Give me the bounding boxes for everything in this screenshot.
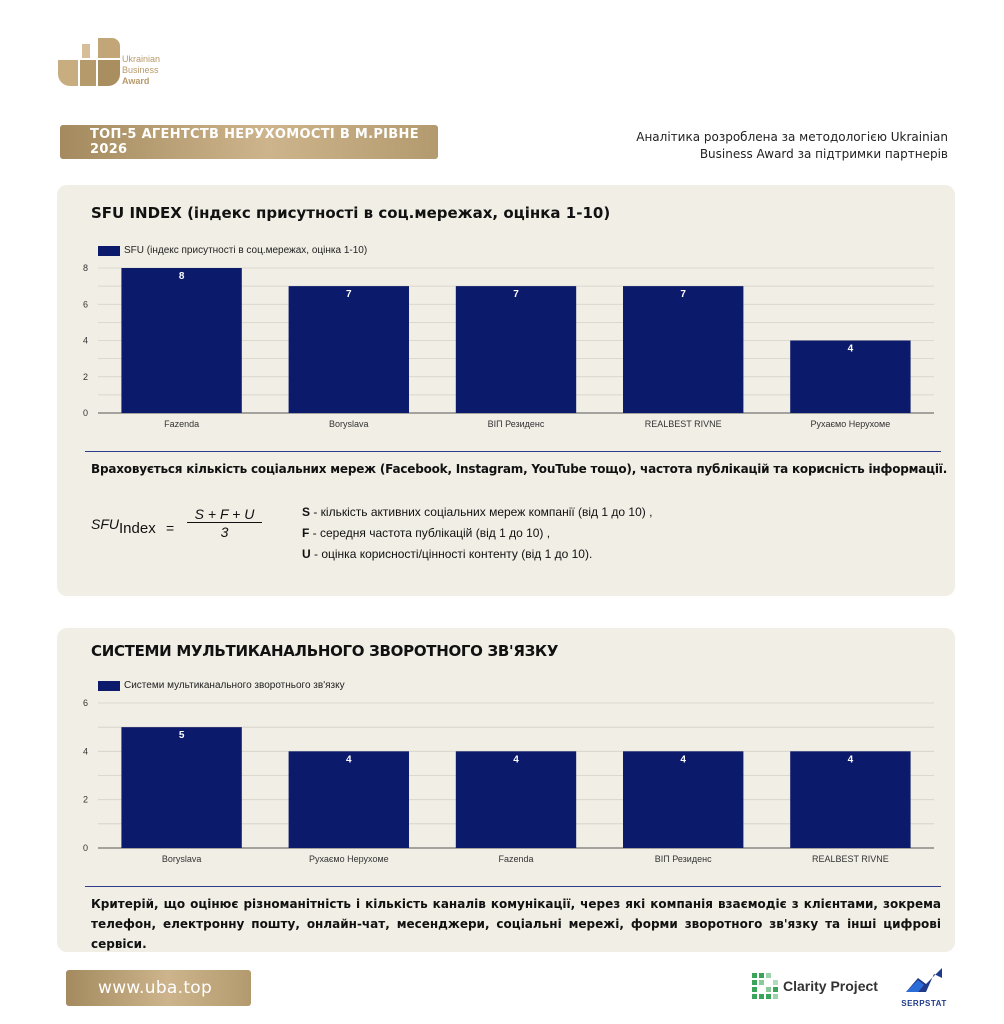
- var-u: U - оцінка корисності/цінності контенту …: [302, 544, 652, 565]
- y-tick-label: 2: [83, 795, 88, 805]
- formula-subscript: Index: [119, 520, 156, 537]
- sfu-chart-legend: SFU (індекс присутності в соц.мережах, о…: [98, 245, 367, 256]
- bar: [288, 286, 409, 413]
- x-tick-label: Рухаємо Нерухоме: [309, 854, 389, 864]
- bar: [121, 727, 242, 848]
- var-text: - кількість активних соціальних мереж ко…: [310, 505, 653, 519]
- feedback-chart-title: СИСТЕМИ МУЛЬТИКАНАЛЬНОГО ЗВОРОТНОГО ЗВ'Я…: [91, 642, 559, 660]
- sfu-description: Враховується кількість соціальних мереж …: [91, 462, 948, 476]
- partner-clarity-project: Clarity Project: [752, 973, 878, 999]
- formula-lhs: SFUIndex: [91, 516, 156, 537]
- y-tick-label: 6: [83, 299, 88, 309]
- bar: [455, 286, 577, 413]
- partner-serpstat: SERPSTAT: [898, 966, 950, 1008]
- bar-data-label: 7: [346, 289, 352, 300]
- formula-equals: =: [166, 520, 175, 536]
- sfu-index-card: SFU INDEX (індекс присутності в соц.мере…: [57, 185, 955, 596]
- x-tick-label: Fazenda: [164, 419, 199, 429]
- sfu-chart-title: SFU INDEX (індекс присутності в соц.мере…: [91, 204, 611, 222]
- clarity-logo-icon: [752, 973, 778, 999]
- analytics-line-1: Аналітика розроблена за методологією Ukr…: [636, 130, 948, 144]
- serpstat-logo-icon: [906, 968, 942, 992]
- analytics-note: Аналітика розроблена за методологією Ukr…: [628, 129, 948, 163]
- legend-swatch: [98, 680, 120, 691]
- var-s: S - кількість активних соціальних мереж …: [302, 502, 652, 523]
- bar-data-label: 4: [346, 754, 352, 765]
- formula-numerator: S + F + U: [187, 506, 262, 523]
- x-tick-label: Fazenda: [498, 854, 533, 864]
- x-tick-label: Рухаємо Нерухоме: [811, 419, 891, 429]
- y-tick-label: 4: [83, 746, 88, 756]
- x-tick-label: ВІП Резиденс: [488, 419, 545, 429]
- bar: [288, 751, 409, 848]
- x-tick-label: Boryslava: [329, 419, 369, 429]
- sfu-bar-chart: 0 2 4 6 8 8 Fazenda 7 Boryslava 7 ВІП Резиденс 7 REA…: [83, 263, 934, 429]
- logo-text: Ukrainian Business Award: [122, 54, 160, 87]
- clarity-name: Clarity Project: [783, 978, 878, 994]
- formula-denominator: 3: [220, 524, 229, 540]
- var-key: F: [302, 526, 310, 540]
- sfu-formula: SFUIndex = S + F + U 3: [91, 506, 281, 546]
- logo-line-2: Business: [122, 65, 159, 75]
- bar-data-label: 7: [513, 289, 519, 300]
- website-link[interactable]: www.uba.top: [66, 970, 251, 1006]
- bar: [790, 751, 911, 848]
- logo-line-1: Ukrainian: [122, 54, 161, 64]
- page-title-banner: ТОП-5 АГЕНТСТВ НЕРУХОМОСТІ В М.РІВНЕ 202…: [60, 125, 438, 159]
- bar-data-label: 8: [179, 271, 185, 282]
- x-tick-label: Boryslava: [162, 854, 202, 864]
- bar-data-label: 4: [513, 754, 519, 765]
- legend-label: SFU (індекс присутності в соц.мережах, о…: [124, 245, 368, 256]
- section-divider: [85, 886, 941, 887]
- section-divider: [85, 451, 941, 452]
- y-tick-label: 6: [83, 698, 88, 708]
- bar: [455, 751, 577, 848]
- formula-variables: S - кількість активних соціальних мереж …: [302, 502, 652, 565]
- var-text: - середня частота публікацій (від 1 до 1…: [309, 526, 551, 540]
- x-tick-label: REALBEST RIVNE: [645, 419, 722, 429]
- y-tick-label: 0: [83, 843, 88, 853]
- var-key: S: [302, 505, 311, 519]
- y-tick-label: 2: [83, 372, 88, 382]
- feedback-bar-chart: 0 2 4 6 5 Boryslava 4 Рухаємо Нерухоме 4 Fazenda 4…: [83, 698, 934, 864]
- uba-logo: Ukrainian Business Award: [56, 36, 186, 92]
- y-tick-label: 8: [83, 263, 88, 273]
- legend-swatch: [98, 245, 120, 256]
- legend-label: Системи мультиканального зворотнього зв'…: [124, 680, 345, 691]
- bar: [121, 268, 242, 413]
- var-text: - оцінка корисності/цінності контенту (в…: [310, 547, 593, 561]
- feedback-systems-card: СИСТЕМИ МУЛЬТИКАНАЛЬНОГО ЗВОРОТНОГО ЗВ'Я…: [57, 628, 955, 952]
- var-f: F - середня частота публікацій (від 1 до…: [302, 523, 652, 544]
- bar-data-label: 4: [680, 754, 686, 765]
- formula-symbol: SFU: [91, 516, 119, 532]
- bar-data-label: 7: [680, 289, 686, 300]
- bar: [623, 286, 744, 413]
- var-key: U: [302, 547, 311, 561]
- logo-line-3: Award: [122, 76, 150, 86]
- bar: [790, 340, 911, 413]
- uba-logo-mark: [58, 38, 120, 86]
- y-tick-label: 4: [83, 336, 88, 346]
- bar-data-label: 4: [848, 344, 854, 355]
- feedback-chart-legend: Системи мультиканального зворотнього зв'…: [98, 680, 345, 691]
- feedback-description: Критерій, що оцінює різноманітність і кі…: [91, 897, 941, 951]
- bar-data-label: 4: [848, 754, 854, 765]
- bar-data-label: 5: [179, 730, 185, 741]
- analytics-line-2: Business Award за підтримки партнерів: [699, 147, 948, 161]
- bar: [623, 751, 744, 848]
- y-tick-label: 0: [83, 408, 88, 418]
- x-tick-label: ВІП Резиденс: [655, 854, 712, 864]
- x-tick-label: REALBEST RIVNE: [812, 854, 889, 864]
- serpstat-name: SERPSTAT: [901, 999, 947, 1008]
